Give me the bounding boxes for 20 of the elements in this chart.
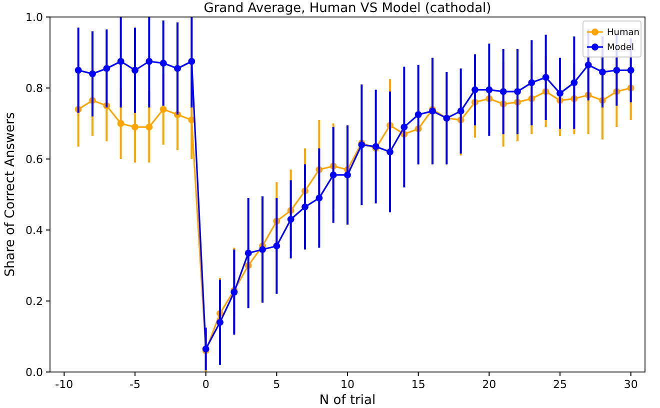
x-tick-label: -10 (55, 378, 74, 391)
y-tick-label: 0.0 (26, 366, 43, 379)
x-tick-label: 30 (624, 378, 638, 391)
y-tick-label: 0.4 (26, 224, 43, 237)
y-tick-label: 0.8 (26, 82, 43, 95)
x-tick-label: -5 (130, 378, 140, 391)
legend-label: Human (607, 28, 640, 38)
y-tick-label: 0.6 (26, 152, 43, 166)
chart-title: Grand Average, Human VS Model (cathodal) (204, 1, 492, 16)
x-tick-label: 5 (273, 378, 280, 391)
x-tick-label: 20 (482, 378, 496, 391)
x-tick-label: 10 (340, 378, 354, 391)
x-tick-label: 0 (202, 378, 210, 391)
x-axis-title: N of trial (319, 393, 376, 408)
y-axis-title: Share of Correct Answers (3, 112, 18, 277)
x-tick-label: 25 (553, 378, 567, 391)
y-tick-label: 0.2 (26, 294, 43, 308)
y-tick-label: 1.0 (26, 10, 43, 24)
x-tick-label: 15 (411, 378, 426, 391)
legend-label: Model (607, 43, 634, 54)
